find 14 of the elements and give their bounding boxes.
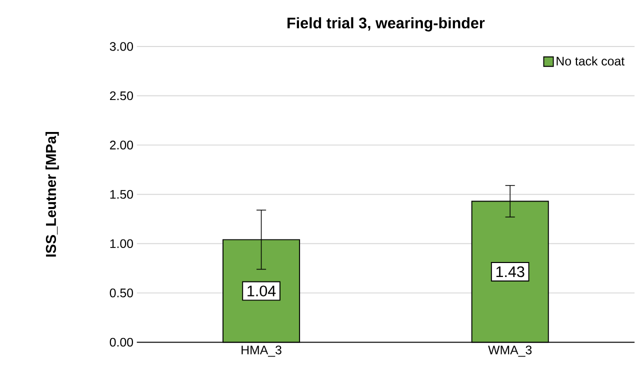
- y-tick-label: 3.00: [110, 42, 134, 52]
- y-tick-label: 0.50: [110, 288, 134, 298]
- y-tick-label: 1.00: [110, 239, 134, 248]
- y-tick-label: 2.00: [110, 140, 134, 150]
- y-axis-title: ISS_Leutner [MPa]: [46, 132, 59, 257]
- y-tick-label: 2.50: [110, 92, 134, 100]
- chart-title: Field trial 3, wearing-binder: [288, 17, 485, 32]
- x-tick-label: WMA_3: [488, 346, 532, 357]
- data-label: 1.43: [496, 266, 524, 278]
- data-label: 1.04: [248, 286, 276, 297]
- legend-label: No tack coat: [556, 56, 624, 66]
- x-tick-label: HMA_3: [242, 346, 282, 357]
- y-tick-label: 1.50: [110, 190, 134, 199]
- y-tick-label: 0.00: [110, 338, 134, 347]
